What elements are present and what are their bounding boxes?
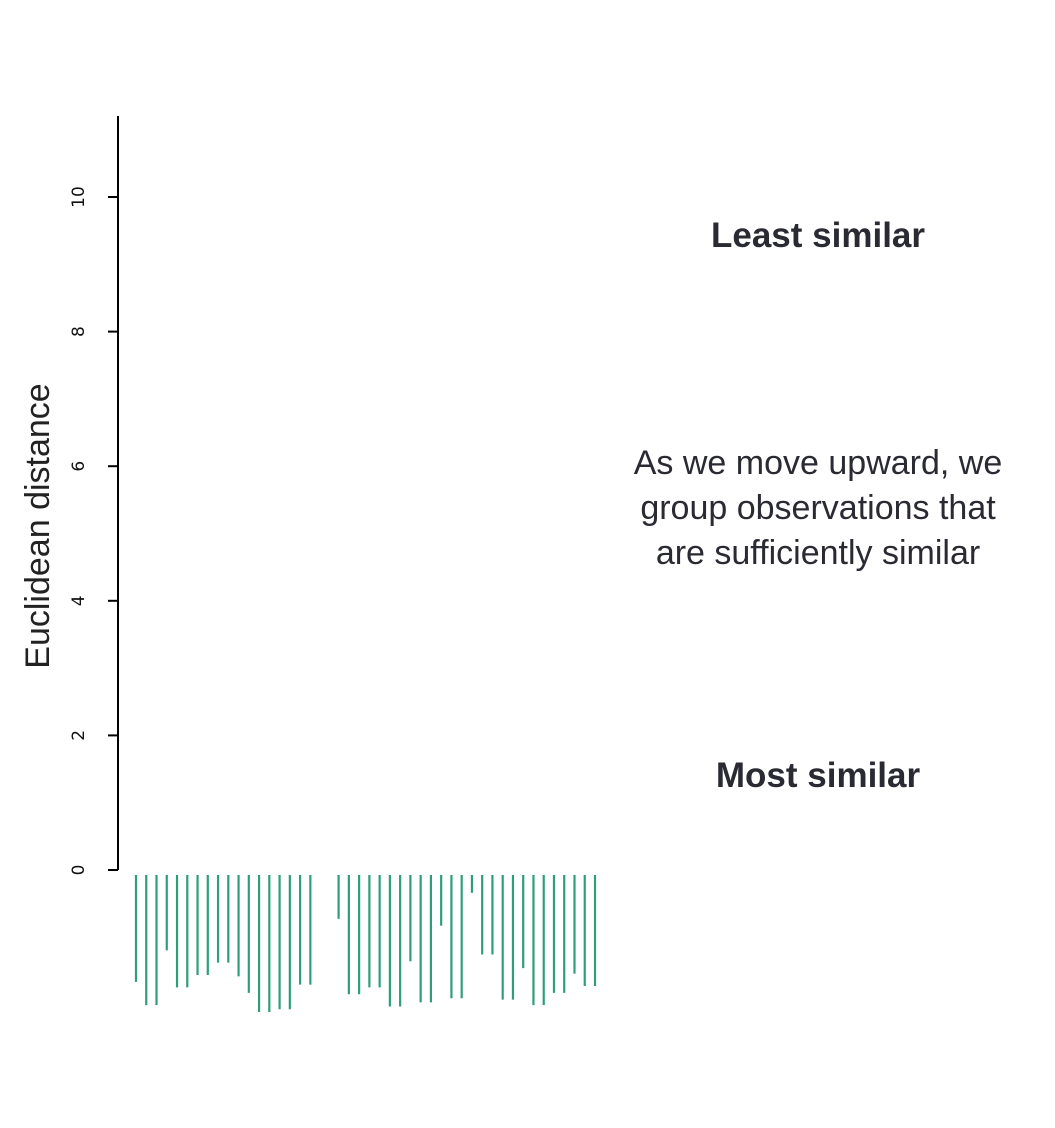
- y-tick-label: 4: [69, 595, 89, 606]
- dendrogram-leaves: [134, 875, 597, 1012]
- y-tick-label: 10: [69, 186, 89, 208]
- most-similar-label: Most similar: [715, 756, 921, 795]
- y-axis-label: Euclidean distance: [19, 383, 57, 668]
- y-tick-label: 8: [69, 326, 89, 337]
- y-tick-label: 6: [69, 461, 89, 472]
- annotation-line-1: As we move upward, we: [633, 444, 1003, 482]
- annotation-line-3: are sufficiently similar: [655, 534, 981, 572]
- y-axis-ticks: 0 2 4 6 8 10: [69, 186, 118, 875]
- y-tick-label: 0: [69, 865, 89, 876]
- annotation-line-2: group observations that: [640, 489, 996, 527]
- least-similar-label: Least similar: [711, 216, 925, 255]
- y-tick-label: 2: [69, 730, 89, 741]
- annotation-explanation: As we move upward, we group observations…: [598, 441, 1038, 576]
